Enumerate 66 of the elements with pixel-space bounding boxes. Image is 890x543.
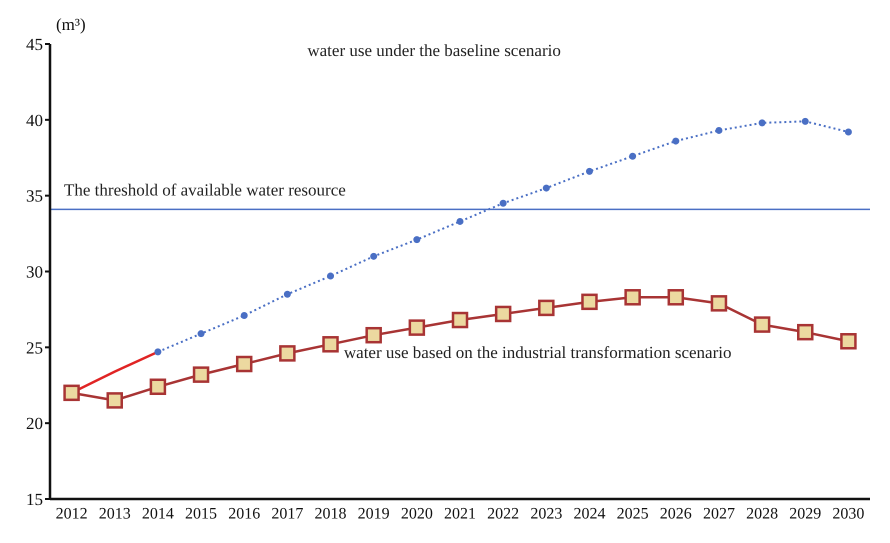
x-tick-label: 2029 (789, 505, 822, 522)
point (538, 300, 555, 316)
point (192, 366, 210, 383)
point (413, 236, 420, 244)
point (668, 289, 684, 306)
point (198, 330, 205, 338)
x-tick-label: 2017 (271, 505, 304, 522)
y-tick-label: 25 (26, 338, 43, 358)
y-axis-title: (m³) (56, 15, 86, 34)
x-tick-label: 2013 (98, 505, 131, 522)
x-tick-label: 2015 (185, 505, 218, 522)
x-tick-label: 2012 (56, 505, 88, 522)
point (327, 272, 334, 280)
point (629, 152, 636, 160)
x-tick-label: 2024 (573, 505, 606, 522)
point (715, 126, 722, 134)
x-tick-label: 2028 (746, 505, 778, 522)
x-tick-label: 2025 (616, 505, 649, 522)
point (581, 294, 598, 310)
x-tick-label: 2027 (702, 505, 735, 522)
point (844, 128, 852, 136)
x-tick-label: 2016 (228, 505, 260, 522)
point (408, 319, 426, 336)
annotation: water use based on the industrial transformation scenario (344, 342, 732, 362)
point (154, 348, 162, 356)
point (456, 218, 464, 225)
y-tick-label: 40 (26, 110, 43, 130)
y-tick-label: 35 (26, 186, 43, 206)
point (672, 138, 680, 145)
x-tick-label: 2018 (314, 505, 347, 522)
point (322, 336, 339, 353)
point (624, 289, 641, 306)
point (370, 252, 378, 260)
point (840, 333, 857, 350)
point (106, 392, 123, 409)
x-tick-label: 2030 (832, 505, 864, 522)
point (500, 200, 507, 207)
point (802, 118, 809, 125)
point (797, 324, 814, 340)
x-tick-label: 2022 (487, 505, 520, 522)
y-tick-label: 20 (26, 414, 43, 434)
point (236, 356, 252, 372)
point (754, 316, 770, 333)
x-tick-label: 2021 (444, 505, 476, 522)
point (710, 295, 728, 312)
x-tick-label: 2026 (660, 505, 692, 522)
point (365, 326, 382, 344)
point (494, 306, 512, 322)
x-tick-label: 2020 (400, 505, 433, 522)
y-tick-label: 30 (26, 262, 43, 282)
x-tick-label: 2014 (142, 505, 174, 522)
point (586, 168, 593, 175)
y-tick-label: 15 (26, 490, 43, 510)
point (542, 184, 550, 192)
x-tick-label: 2019 (358, 505, 390, 522)
point (452, 312, 468, 328)
point (279, 345, 296, 362)
annotation: water use under the baseline scenario (307, 41, 561, 60)
y-tick-label: 45 (26, 35, 43, 54)
point (284, 290, 291, 298)
point (150, 378, 166, 396)
x-tick-label: 2023 (530, 505, 562, 522)
point (758, 119, 766, 126)
point (240, 312, 248, 319)
point (63, 384, 80, 402)
ref-line-label: The threshold of available water resource (64, 180, 346, 200)
